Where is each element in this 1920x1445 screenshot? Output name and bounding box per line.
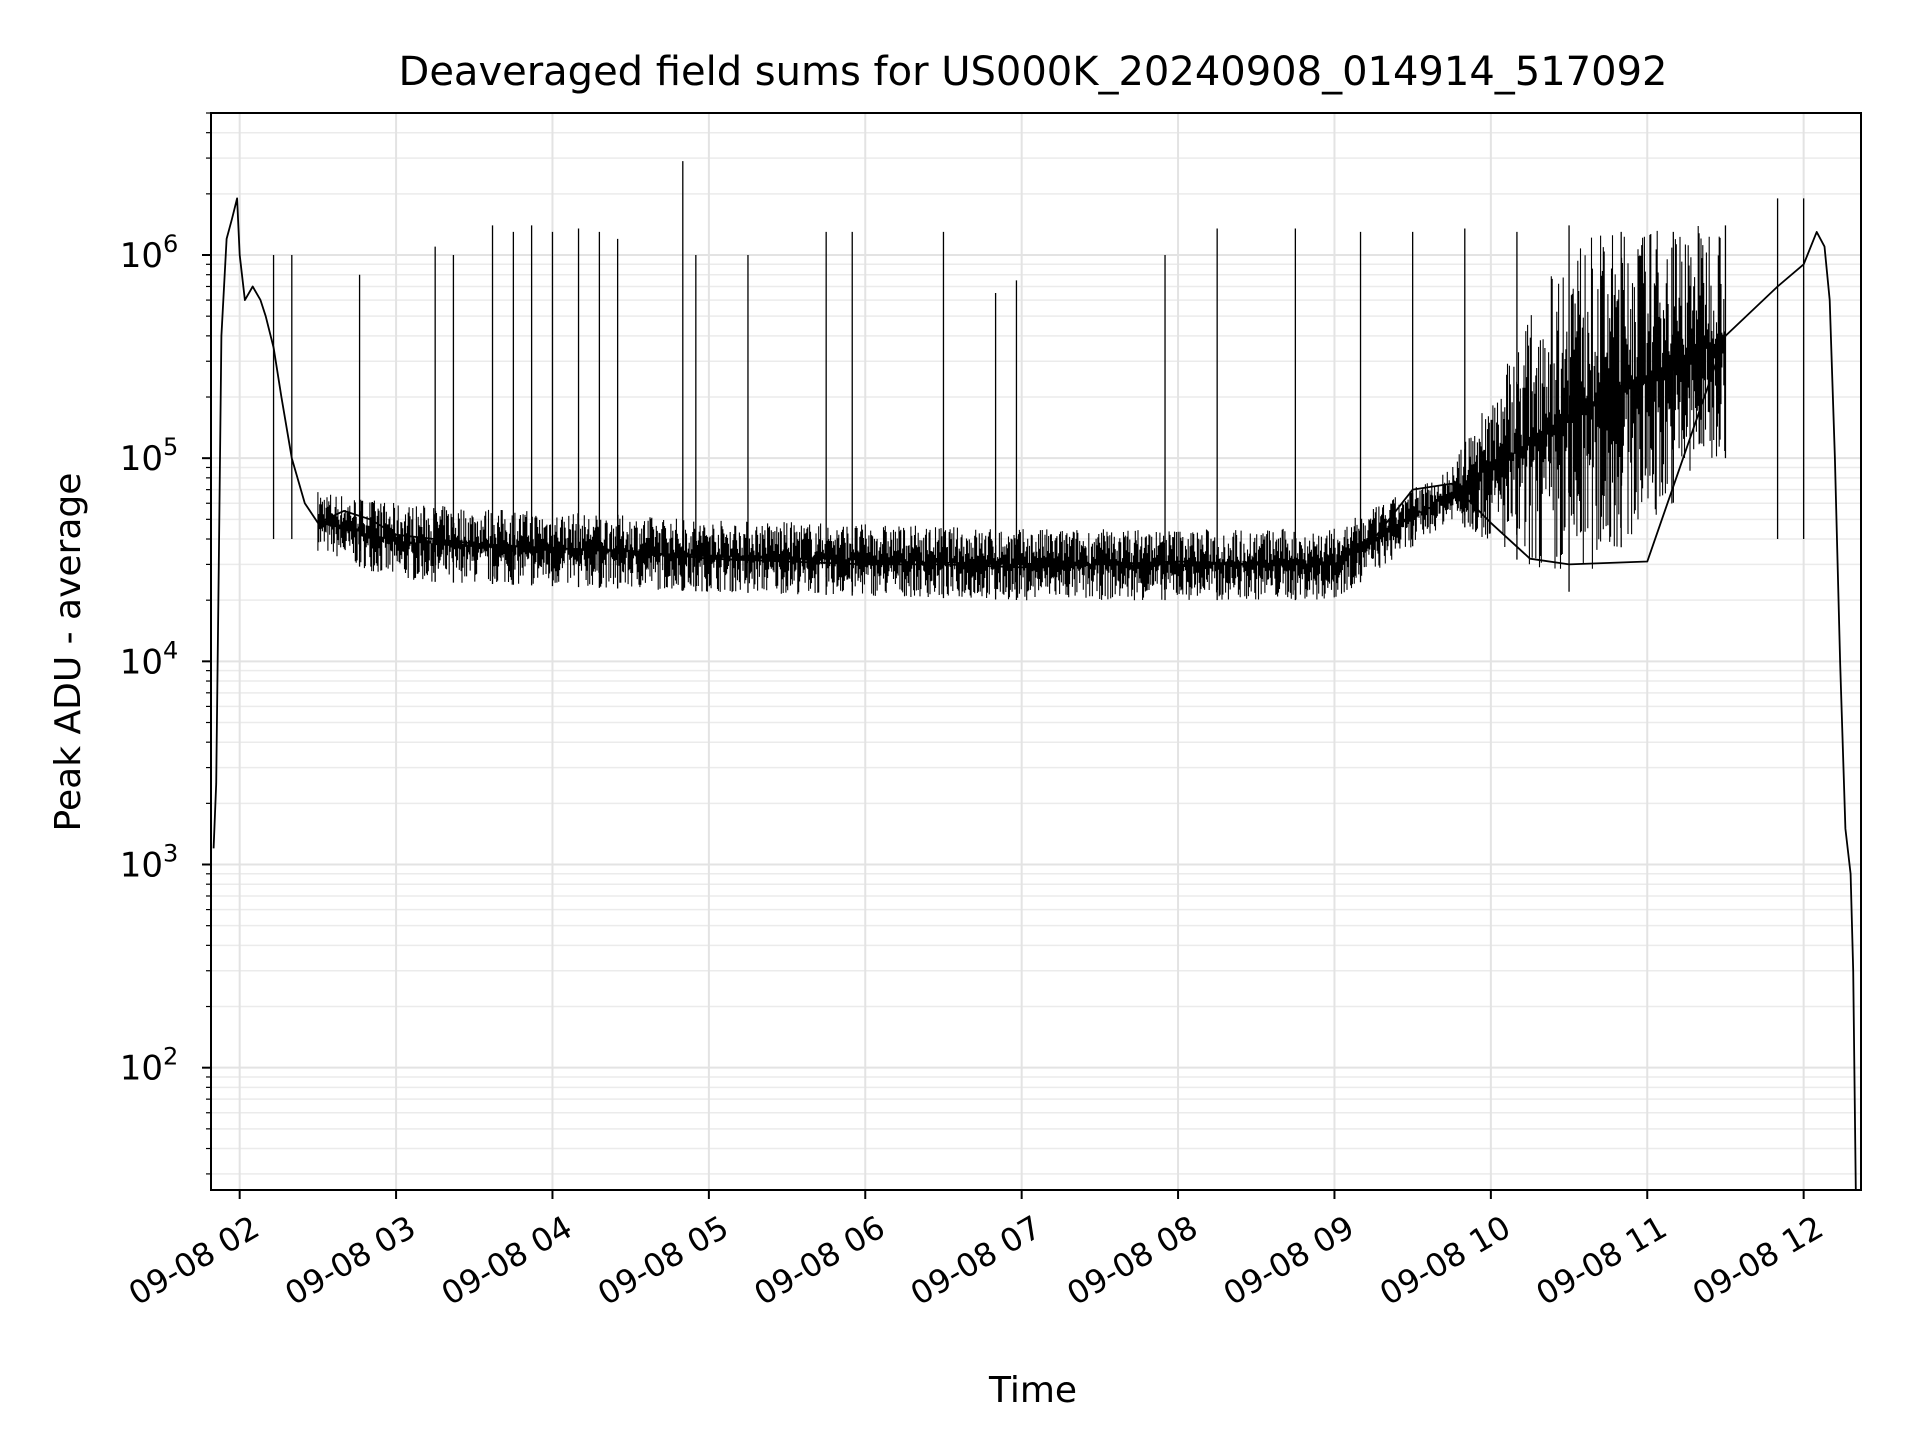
x-axis-label: Time <box>988 1370 1077 1411</box>
plot-frame <box>210 112 1862 1191</box>
y-axis-label: Peak ADU - average <box>48 473 89 832</box>
chart-title: Deaveraged field sums for US000K_2024090… <box>399 49 1668 95</box>
series-line <box>212 197 1857 1191</box>
y-tick-label: 105 <box>120 433 179 479</box>
y-tick-label: 103 <box>120 840 179 886</box>
grid-lines <box>211 112 1861 1190</box>
y-tick-label: 106 <box>120 230 179 276</box>
y-tick-label: 104 <box>120 636 179 682</box>
y-tick-label: 102 <box>120 1043 179 1089</box>
plot-data <box>212 161 1857 1191</box>
